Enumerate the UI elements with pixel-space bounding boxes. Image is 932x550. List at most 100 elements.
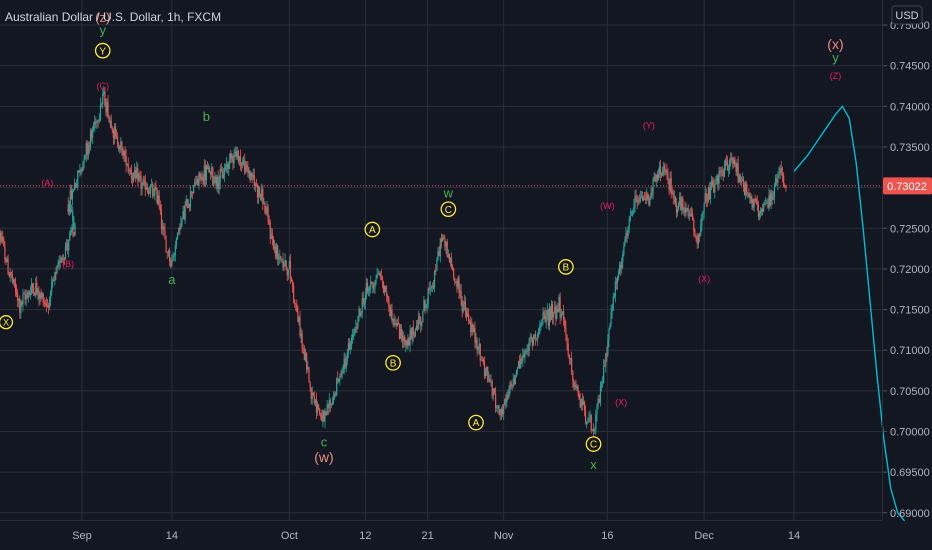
candle-body [431, 286, 434, 288]
candle-body [212, 167, 214, 185]
candle-body [778, 173, 780, 176]
candle-body [663, 165, 665, 170]
candle-body [2, 236, 4, 242]
candle-body [430, 287, 432, 289]
candle-body [22, 294, 24, 305]
candle-body [269, 222, 271, 239]
candle-body [709, 187, 712, 199]
candle-body [51, 281, 53, 293]
candle-body [184, 205, 186, 220]
candle-body [440, 238, 443, 242]
candle-body [764, 203, 766, 205]
candle-body [666, 170, 668, 175]
candle-body [731, 157, 733, 159]
last-price-tag: 0.73022 [883, 177, 932, 195]
candle-body [479, 343, 481, 361]
candle-body [514, 376, 516, 385]
candle-body [170, 260, 172, 267]
candle-body [546, 310, 548, 315]
candle-body [285, 260, 287, 271]
candle-body [536, 338, 538, 340]
candle-body [209, 167, 211, 172]
candle-body [742, 179, 745, 188]
candle-body [67, 243, 69, 251]
candle-body [495, 393, 497, 408]
candle-body [457, 277, 459, 288]
candle-body [749, 195, 751, 198]
candle-body [716, 175, 718, 184]
candle-body [732, 158, 734, 164]
candle-body [464, 301, 466, 312]
candle-body [123, 151, 125, 156]
candle-body [97, 120, 99, 122]
candle-body [745, 183, 747, 196]
wave-label: (C) [96, 81, 109, 91]
candle-body [44, 302, 46, 304]
currency-button[interactable]: USD [891, 5, 923, 25]
candle-body [630, 215, 633, 216]
candle-body [659, 166, 662, 175]
candle-body [261, 188, 263, 200]
candle-body [594, 430, 596, 432]
candle-body [283, 261, 285, 268]
candle-body [557, 308, 559, 312]
candle-body [71, 209, 73, 212]
candle-body [668, 180, 670, 190]
wave-label: (X) [698, 274, 710, 284]
candle-body [241, 161, 244, 166]
candle-body [755, 199, 757, 202]
candle-body [781, 172, 784, 176]
candle-body [227, 164, 229, 170]
candle-body [713, 185, 715, 193]
candle-body [447, 254, 449, 258]
candle-body [559, 296, 561, 318]
candle-body [645, 198, 647, 200]
candle-body [701, 213, 703, 226]
candle-body [471, 324, 473, 333]
candle-body [672, 193, 674, 198]
candle-body [461, 299, 463, 312]
candle-body [621, 262, 623, 269]
candle-body [247, 167, 249, 173]
candle-body [739, 175, 741, 183]
candle-body [394, 323, 396, 326]
candle-body [295, 303, 297, 305]
candle-body [385, 286, 387, 293]
candle-body [348, 343, 351, 350]
candle-body [718, 171, 720, 184]
candle-body [21, 301, 23, 305]
candle-body [228, 163, 230, 170]
candle-body [82, 161, 84, 171]
candle-body [586, 423, 588, 425]
time-axis[interactable]: Sep 14 Oct 12 21 Nov 16 Dec 14 [72, 530, 800, 542]
candle-body [603, 366, 605, 384]
candle-body [29, 293, 32, 295]
candle-body [361, 298, 363, 314]
candle-body [65, 243, 68, 247]
candle-body [527, 350, 529, 352]
candle-body [482, 360, 485, 362]
candle-body [300, 333, 302, 337]
candle-body [759, 210, 762, 214]
candle-body [146, 187, 149, 191]
x-tick-label: 16 [601, 530, 613, 542]
candle-body [349, 346, 352, 350]
candle-body [376, 274, 378, 279]
candle-body [95, 121, 97, 123]
candle-body [12, 279, 15, 282]
candle-body [387, 295, 389, 299]
candle-body [657, 173, 660, 181]
candle-body [312, 392, 314, 396]
candle-body [578, 393, 580, 400]
candle-body [730, 157, 732, 160]
candle-body [88, 145, 91, 148]
candle-body [610, 311, 612, 324]
candle-body [575, 385, 577, 389]
candle-body [587, 421, 589, 424]
candle-body [402, 335, 404, 342]
candle-body [293, 285, 295, 301]
candle-body [378, 273, 380, 274]
candle-body [501, 408, 504, 415]
